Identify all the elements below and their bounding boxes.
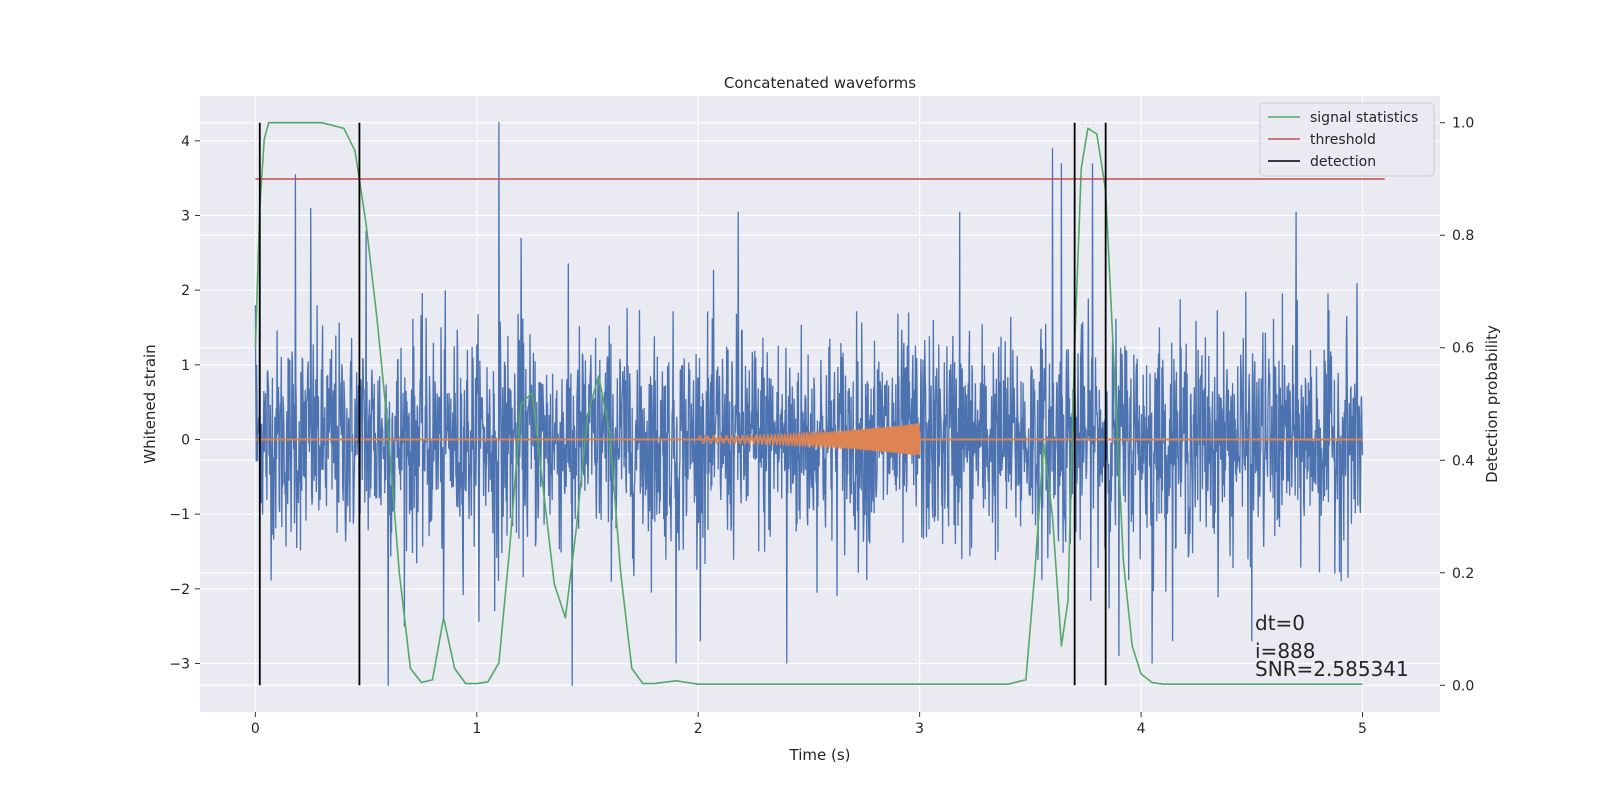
y-tick-label: 1 [181,358,190,374]
strain-series [254,122,1364,686]
annotation-dt: dt=0 [1255,611,1305,635]
y-tick-label: 2 [181,283,190,299]
y-tick-label: −2 [169,582,190,598]
x-tick-label: 1 [472,721,481,737]
legend-signal-label: signal statistics [1310,110,1418,126]
y-tick-label: 0 [181,432,190,448]
injected-chirp-line [697,423,921,456]
y2-tick-label: 0.6 [1452,341,1474,357]
chart-title: Concatenated waveforms [724,74,916,92]
y2-tick-label: 0.0 [1452,678,1474,694]
x-tick-label: 0 [251,721,260,737]
legend-box [1259,102,1435,177]
legend-detection-label: detection [1310,154,1376,170]
legend-threshold-label: threshold [1310,132,1376,148]
signal-statistics-series [254,121,1363,685]
y-tick-label: 4 [181,134,190,150]
y2-tick-label: 0.8 [1452,228,1474,244]
axes: 0 1 2 3 4 5 −3 −2 −1 0 1 2 3 4 0.0 0.2 0.4 0.6 0.8 1.0 [169,116,1474,737]
detection-series [258,122,1107,686]
annotation-snr: SNR=2.585341 [1255,657,1409,681]
injected-waveform-series [255,423,1363,456]
x-tick-label: 5 [1358,721,1367,737]
x-axis-label: Time (s) [789,746,851,764]
x-tick-label: 4 [1137,721,1146,737]
y2-tick-label: 0.2 [1452,566,1474,582]
y2-tick-label: 0.4 [1452,453,1474,469]
legend: signal statistics threshold detection [1259,102,1435,177]
y-tick-label: 3 [181,208,190,224]
y-tick-label: −3 [169,656,190,672]
annotation-index: i=888 [1255,639,1316,663]
x-tick-label: 3 [915,721,924,737]
y2-tick-label: 1.0 [1452,116,1474,132]
y-axis-label: Whitened strain [141,344,159,463]
strain-line [254,122,1364,686]
y-tick-label: −1 [169,507,190,523]
y2-axis-label: Detection probability [1483,325,1501,483]
signal-statistics-line [254,121,1363,685]
x-tick-label: 2 [694,721,703,737]
